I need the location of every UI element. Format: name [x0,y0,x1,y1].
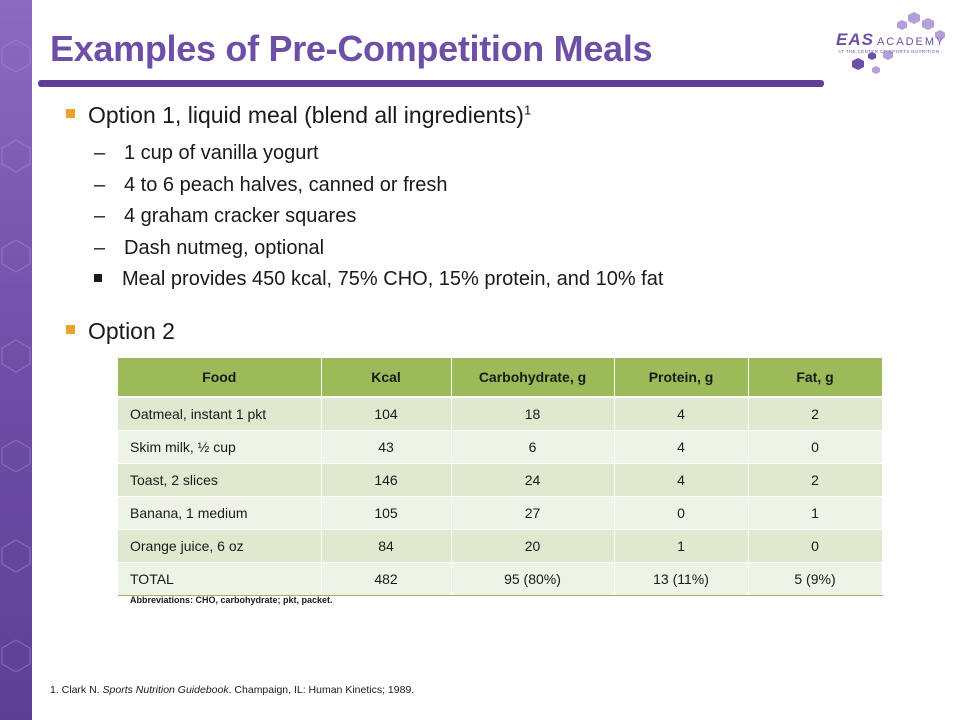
logo-academy: ACADEMY [876,36,946,48]
protein-cell: 4 [614,463,749,497]
logo-brand: EAS [836,30,874,49]
square-bullet-icon [66,109,75,119]
fat-cell: 2 [748,397,883,431]
table-row: Toast, 2 slices 146 24 4 2 [118,463,883,497]
kcal-cell: 84 [321,529,452,563]
kcal-cell: 105 [321,496,452,530]
hexagon-pattern-icon [1,39,31,673]
carbohydrate-cell: 20 [451,529,615,563]
option1-heading: Option 1, liquid meal (blend all ingredi… [66,102,531,129]
reference-citation: 1. Clark N. Sports Nutrition Guidebook. … [50,684,414,696]
column-header: Kcal [321,358,452,398]
kcal-cell: 482 [321,562,452,596]
carbohydrate-cell: 95 (80%) [451,562,615,596]
reference-prefix: 1. Clark N. [50,684,103,696]
protein-cell: 13 (11%) [614,562,749,596]
nutrition-table: Food Kcal Carbohydrate, g Protein, g Fat… [118,358,883,596]
column-header: Protein, g [614,358,749,398]
column-header: Fat, g [748,358,883,398]
table-row: Orange juice, 6 oz 84 20 1 0 [118,529,883,563]
ingredient-text: 4 to 6 peach halves, canned or fresh [124,174,448,196]
dash-bullet-icon: – [94,142,106,164]
decorative-sidebar [0,0,32,720]
abbreviations-note: Abbreviations: CHO, carbohydrate; pkt, p… [130,595,333,605]
food-cell: Toast, 2 slices [118,463,322,497]
table-total-row: TOTAL 482 95 (80%) 13 (11%) 5 (9%) [118,562,883,596]
food-cell: Orange juice, 6 oz [118,529,322,563]
kcal-cell: 146 [321,463,452,497]
column-header: Food [118,358,322,398]
ingredient-item: –4 to 6 peach halves, canned or fresh [94,174,448,197]
table-row: Oatmeal, instant 1 pkt 104 18 4 2 [118,397,883,431]
dash-bullet-icon: – [94,205,106,227]
logo-wordmark: EAS ACADEMY [836,30,945,50]
eas-hexagon-logo-icon [852,12,945,74]
table-row: Skim milk, ½ cup 43 6 4 0 [118,430,883,464]
option2-heading-text: Option 2 [88,318,175,344]
fat-cell: 2 [748,463,883,497]
ingredient-text: 4 graham cracker squares [124,205,357,227]
protein-cell: 0 [614,496,749,530]
ingredient-text: Dash nutmeg, optional [124,237,325,259]
reference-book: Sports Nutrition Guidebook [102,684,229,696]
fat-cell: 1 [748,496,883,530]
carbohydrate-cell: 24 [451,463,615,497]
protein-cell: 1 [614,529,749,563]
ingredient-text: 1 cup of vanilla yogurt [124,142,319,164]
dash-bullet-icon: – [94,174,106,196]
carbohydrate-cell: 6 [451,430,615,464]
ingredient-item: –1 cup of vanilla yogurt [94,142,319,165]
protein-cell: 4 [614,430,749,464]
food-cell: Banana, 1 medium [118,496,322,530]
food-cell: Skim milk, ½ cup [118,430,322,464]
table-row: Banana, 1 medium 105 27 0 1 [118,496,883,530]
option1-heading-text: Option 1, liquid meal (blend all ingredi… [88,102,524,128]
square-bullet-icon [66,325,75,335]
meal-note-text: Meal provides 450 kcal, 75% CHO, 15% pro… [122,268,664,290]
meal-note: Meal provides 450 kcal, 75% CHO, 15% pro… [94,268,663,291]
ingredient-item: – Dash nutmeg, optional [94,237,324,260]
column-header: Carbohydrate, g [451,358,615,398]
fat-cell: 0 [748,529,883,563]
food-cell: TOTAL [118,562,322,596]
reference-suffix: . Champaign, IL: Human Kinetics; 1989. [228,684,415,696]
carbohydrate-cell: 27 [451,496,615,530]
option2-heading: Option 2 [66,318,175,345]
table-header-row: Food Kcal Carbohydrate, g Protein, g Fat… [118,358,883,398]
square-bullet-icon [94,273,102,282]
protein-cell: 4 [614,397,749,431]
carbohydrate-cell: 18 [451,397,615,431]
fat-cell: 0 [748,430,883,464]
logo-tagline: AT THE CENTER OF SPORTS NUTRITION [838,49,940,54]
title-divider [38,80,824,87]
page-title: Examples of Pre-Competition Meals [50,28,653,69]
ingredient-item: –4 graham cracker squares [94,205,356,228]
fat-cell: 5 (9%) [748,562,883,596]
kcal-cell: 43 [321,430,452,464]
dash-bullet-icon: – [94,237,106,259]
footnote-marker: 1 [523,102,532,118]
food-cell: Oatmeal, instant 1 pkt [118,397,322,431]
kcal-cell: 104 [321,397,452,431]
